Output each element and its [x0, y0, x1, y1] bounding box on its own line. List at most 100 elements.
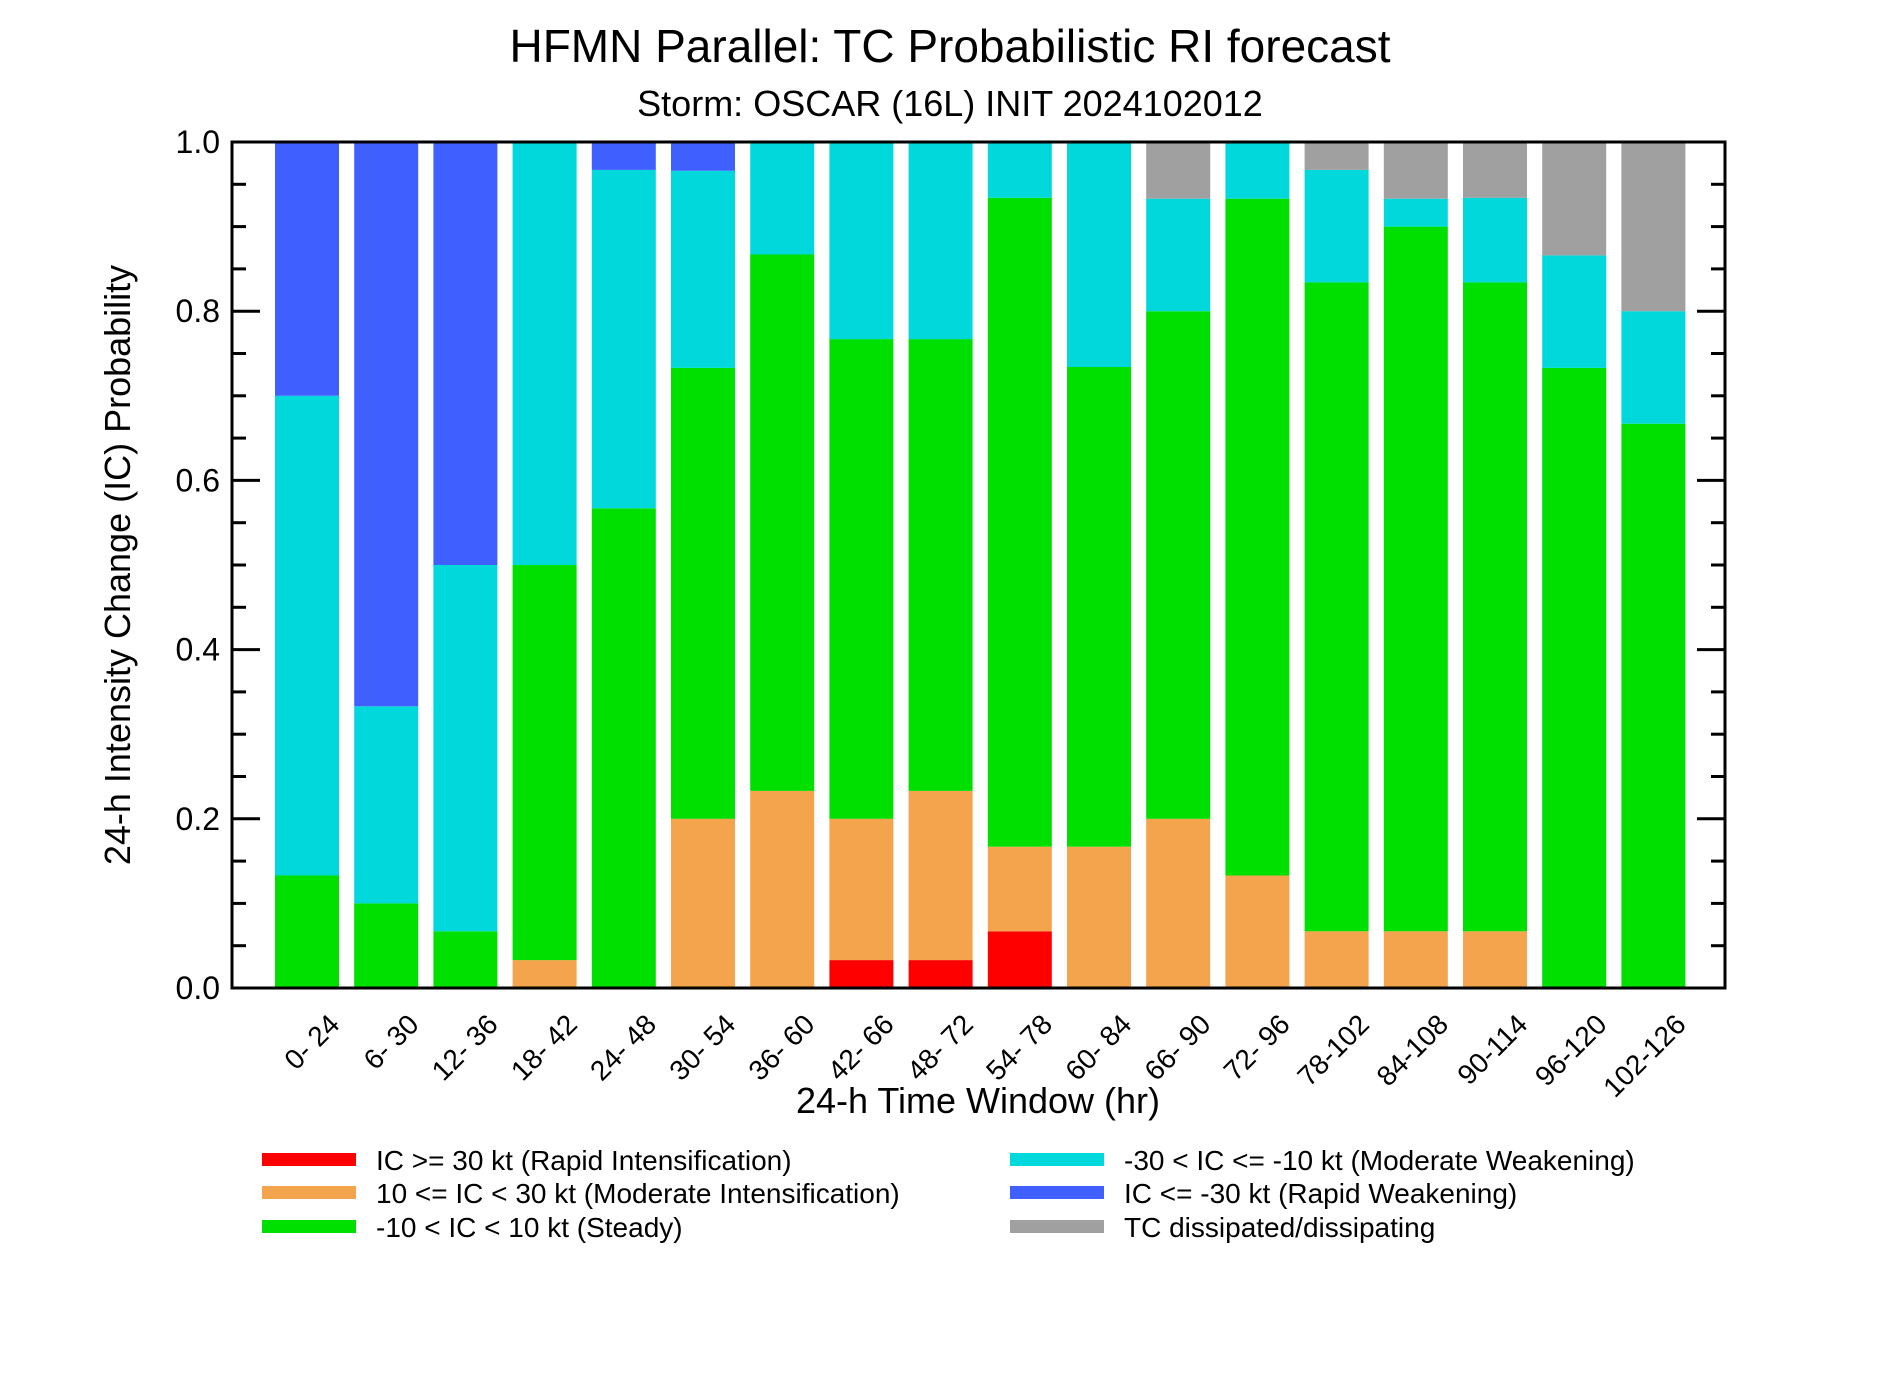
bar-segment-14-5 — [1383, 142, 1448, 199]
bar-segment-5-3 — [671, 170, 735, 368]
bar-segment-11-1 — [1146, 818, 1211, 988]
x-tick-label: 0- 24 — [278, 1008, 345, 1075]
bar-segment-16-2 — [1542, 367, 1607, 988]
bar-segment-11-2 — [1146, 311, 1211, 819]
bar-segment-10-1 — [1067, 846, 1131, 988]
bar-segment-3-2 — [512, 565, 577, 961]
bar-segment-6-3 — [750, 142, 815, 255]
bar-segment-14-2 — [1383, 226, 1448, 932]
bar-segment-16-5 — [1542, 142, 1607, 256]
x-tick-label: 6- 30 — [358, 1008, 425, 1075]
y-tick-label: 1.0 — [176, 124, 220, 160]
bar-segment-15-5 — [1463, 142, 1527, 198]
bar-segment-7-2 — [829, 339, 894, 819]
bar-segment-11-3 — [1146, 198, 1211, 312]
bar-segment-8-3 — [908, 142, 973, 340]
legend-swatch — [1010, 1186, 1104, 1199]
chart-title: HFMN Parallel: TC Probabilistic RI forec… — [509, 20, 1390, 72]
bars-layer — [275, 142, 1686, 988]
bar-segment-4-2 — [591, 508, 656, 988]
y-tick-label: 0.2 — [176, 801, 220, 837]
legend-label: 10 <= IC < 30 kt (Moderate Intensificati… — [376, 1178, 900, 1209]
y-axis: 0.0 0.2 0.4 0.6 0.8 1.0 — [176, 124, 1725, 1006]
bar-segment-2-4 — [433, 142, 498, 565]
legend-label: IC <= -30 kt (Rapid Weakening) — [1124, 1178, 1517, 1209]
bar-segment-6-2 — [750, 254, 815, 791]
x-tick-label: 36- 60 — [743, 1008, 821, 1086]
bar-segment-11-5 — [1146, 142, 1211, 199]
bar-segment-8-1 — [908, 790, 973, 961]
bar-segment-13-1 — [1304, 931, 1369, 988]
x-tick-label: 102-126 — [1597, 1008, 1692, 1103]
legend-swatch — [262, 1186, 356, 1199]
bar-segment-15-1 — [1463, 931, 1527, 988]
legend-label: TC dissipated/dissipating — [1124, 1212, 1435, 1243]
bar-segment-1-2 — [354, 903, 419, 988]
bar-segment-1-4 — [354, 142, 419, 707]
bar-segment-13-2 — [1304, 282, 1369, 932]
plot-frame — [230, 140, 1727, 990]
bar-segment-7-0 — [829, 960, 894, 988]
bar-segment-7-3 — [829, 142, 894, 340]
bar-segment-13-5 — [1304, 142, 1369, 170]
bar-segment-2-3 — [433, 565, 498, 932]
legend-label: -30 < IC <= -10 kt (Moderate Weakening) — [1124, 1145, 1635, 1176]
bar-segment-16-3 — [1542, 255, 1607, 368]
bar-segment-2-2 — [433, 931, 498, 988]
bar-segment-5-1 — [671, 818, 735, 988]
bar-segment-4-3 — [591, 169, 656, 509]
bar-segment-17-3 — [1621, 311, 1686, 424]
x-axis-title: 24-h Time Window (hr) — [796, 1080, 1160, 1121]
bar-segment-15-2 — [1463, 282, 1527, 932]
x-tick-label: 66- 90 — [1139, 1008, 1217, 1086]
bar-segment-1-3 — [354, 706, 419, 904]
bar-segment-15-3 — [1463, 197, 1527, 283]
legend-swatch — [1010, 1153, 1104, 1166]
legend: IC >= 30 kt (Rapid Intensification)10 <=… — [262, 1145, 1635, 1243]
x-tick-label: 90-114 — [1451, 1008, 1533, 1090]
bar-segment-8-0 — [908, 960, 973, 988]
x-tick-label: 60- 84 — [1059, 1008, 1137, 1086]
x-tick-label: 84-108 — [1371, 1008, 1455, 1092]
y-tick-label: 0.0 — [176, 970, 220, 1006]
bar-segment-14-1 — [1383, 931, 1448, 988]
bar-segment-5-4 — [671, 142, 735, 171]
bar-segment-12-2 — [1225, 198, 1290, 876]
bar-segment-7-1 — [829, 818, 894, 961]
x-tick-label: 78-102 — [1291, 1008, 1375, 1092]
x-tick-label: 30- 54 — [663, 1008, 741, 1086]
bar-segment-12-3 — [1225, 142, 1290, 199]
chart-subtitle: Storm: OSCAR (16L) INIT 2024102012 — [637, 83, 1263, 124]
bar-segment-0-3 — [275, 395, 339, 876]
x-tick-label: 72- 96 — [1218, 1008, 1296, 1086]
bar-segment-10-3 — [1067, 142, 1131, 367]
bar-segment-4-4 — [591, 142, 656, 170]
bar-segment-0-2 — [275, 875, 339, 988]
x-tick-label: 48- 72 — [901, 1008, 979, 1086]
y-tick-label: 0.6 — [176, 462, 220, 498]
bar-segment-17-2 — [1621, 423, 1686, 988]
bar-segment-3-3 — [512, 142, 577, 565]
bar-segment-9-3 — [987, 142, 1052, 198]
legend-swatch — [262, 1153, 356, 1166]
bar-segment-9-0 — [987, 931, 1052, 988]
legend-swatch — [1010, 1220, 1104, 1233]
bar-segment-13-3 — [1304, 169, 1369, 283]
legend-label: IC >= 30 kt (Rapid Intensification) — [376, 1145, 792, 1176]
x-tick-label: 12- 36 — [426, 1008, 504, 1086]
bar-segment-17-5 — [1621, 142, 1686, 312]
bar-segment-5-2 — [671, 367, 735, 819]
bar-segment-9-1 — [987, 846, 1052, 932]
bar-segment-12-1 — [1225, 875, 1290, 988]
bar-segment-10-2 — [1067, 367, 1131, 847]
x-tick-label: 54- 78 — [980, 1008, 1058, 1086]
bar-segment-8-2 — [908, 339, 973, 791]
legend-swatch — [262, 1220, 356, 1233]
x-tick-label: 24- 48 — [584, 1008, 662, 1086]
bar-segment-0-4 — [275, 142, 339, 396]
bar-segment-6-1 — [750, 790, 815, 988]
y-tick-label: 0.8 — [176, 293, 220, 329]
bar-segment-9-2 — [987, 197, 1052, 847]
bar-segment-3-1 — [512, 960, 577, 988]
